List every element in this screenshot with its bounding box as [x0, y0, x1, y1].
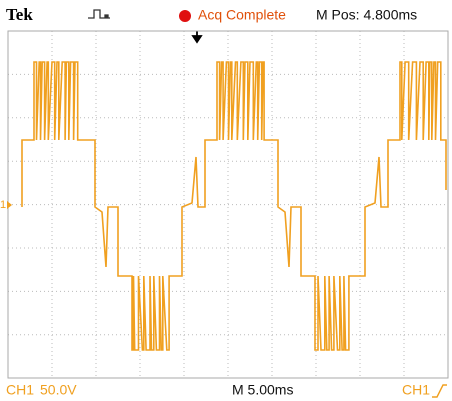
channel-label: CH1 [6, 382, 34, 398]
brand: Tek [6, 5, 33, 24]
acq-status: Acq Complete [198, 7, 286, 23]
background [0, 0, 452, 401]
horizontal-position: M Pos: 4.800ms [316, 7, 417, 23]
trigger-source: CH1 [402, 382, 430, 398]
timebase: M 5.00ms [232, 382, 293, 398]
vertical-scale: 50.0V [40, 382, 77, 398]
status-dot [179, 10, 191, 22]
oscilloscope-screen: Tek Acq Complete M Pos: 4.800ms 1 CH1 50… [0, 0, 452, 401]
channel-marker: 1 [0, 199, 6, 211]
